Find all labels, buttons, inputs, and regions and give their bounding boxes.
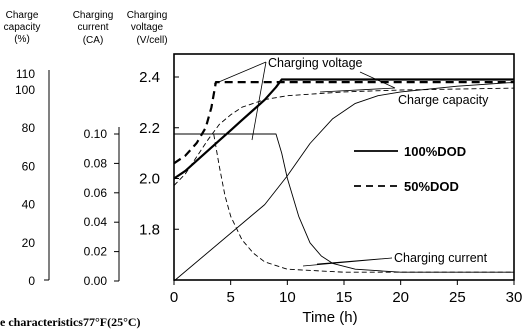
current-header-line-2: current xyxy=(77,22,108,33)
voltage-tick-label: 1.8 xyxy=(139,221,160,238)
capacity-tick-label: 0 xyxy=(28,274,35,288)
x-tick-label: 10 xyxy=(279,289,296,306)
leader-charging-voltage xyxy=(213,61,267,141)
series-charge-capacity-100dod xyxy=(173,81,515,282)
x-axis-title: Time (h) xyxy=(302,309,357,326)
current-header-line-1: Charging xyxy=(73,10,114,21)
current-tick-label: 0.08 xyxy=(84,156,108,170)
capacity-tick-label: 110 xyxy=(16,67,35,81)
charge-capacity-annotation: Charge capacity xyxy=(398,93,489,107)
x-tick-label: 5 xyxy=(226,289,234,306)
leader-charge-capacity xyxy=(319,71,396,93)
capacity-axis-line xyxy=(44,70,50,281)
x-tick-label: 15 xyxy=(336,289,353,306)
capacity-header-line-3: (%) xyxy=(14,34,30,45)
capacity-header-line-1: Charge xyxy=(6,10,39,21)
voltage-header-line-3: (V/cell) xyxy=(136,35,167,46)
voltage-axis-header: Charging voltage (V/cell) xyxy=(127,10,168,46)
voltage-tick-label: 2.2 xyxy=(139,120,160,137)
plot-frame xyxy=(173,53,515,281)
series-charging-voltage-100dod xyxy=(173,78,514,180)
annotation-leaders xyxy=(213,61,396,267)
charging-current-annotation: Charging current xyxy=(394,251,488,265)
leader-charging-current xyxy=(302,257,393,267)
capacity-tick-label: 80 xyxy=(22,121,36,135)
current-tick-label: 0.00 xyxy=(84,274,108,288)
charging-voltage-annotation: Charging voltage xyxy=(268,56,363,70)
capacity-header-line-2: capacity xyxy=(4,22,41,33)
series-charging-current-50dod xyxy=(174,133,514,273)
capacity-tick-label: 60 xyxy=(22,159,36,173)
voltage-header-line-1: Charging xyxy=(127,10,168,21)
tick-layer: 0 5 10 15 20 25 30 1.8 2.0 2.2 2.4 0.00 0.02 0.04 0.06… xyxy=(15,67,522,306)
voltage-tick-label: 2.4 xyxy=(139,69,160,86)
legend-label-50dod: 50%DOD xyxy=(404,179,459,194)
current-header-line-3: (CA) xyxy=(83,35,104,46)
capacity-axis-header: Charge capacity (%) xyxy=(4,10,41,45)
figure-caption: e characteristics77°F(25°C) xyxy=(0,315,141,329)
current-tick-label: 0.10 xyxy=(84,127,108,141)
current-tick-label: 0.04 xyxy=(84,215,108,229)
x-tick-label: 30 xyxy=(506,289,523,306)
current-tick-label: 0.02 xyxy=(84,245,108,259)
current-axis-header: Charging current (CA) xyxy=(73,10,114,46)
series-charge-capacity-50dod xyxy=(173,87,515,186)
legend: 100%DOD 50%DOD xyxy=(354,144,466,194)
capacity-tick-label: 40 xyxy=(22,198,36,212)
capacity-tick-label: 100 xyxy=(15,83,35,97)
capacity-tick-label: 20 xyxy=(22,236,36,250)
x-tick-label: 25 xyxy=(449,289,466,306)
current-tick-label: 0.06 xyxy=(84,186,108,200)
current-axis-line xyxy=(114,127,120,282)
x-tick-label: 0 xyxy=(170,289,178,306)
x-tick-label: 20 xyxy=(392,289,409,306)
legend-label-100dod: 100%DOD xyxy=(404,144,466,159)
voltage-header-line-2: voltage xyxy=(131,22,164,33)
voltage-tick-label: 2.0 xyxy=(139,171,160,188)
